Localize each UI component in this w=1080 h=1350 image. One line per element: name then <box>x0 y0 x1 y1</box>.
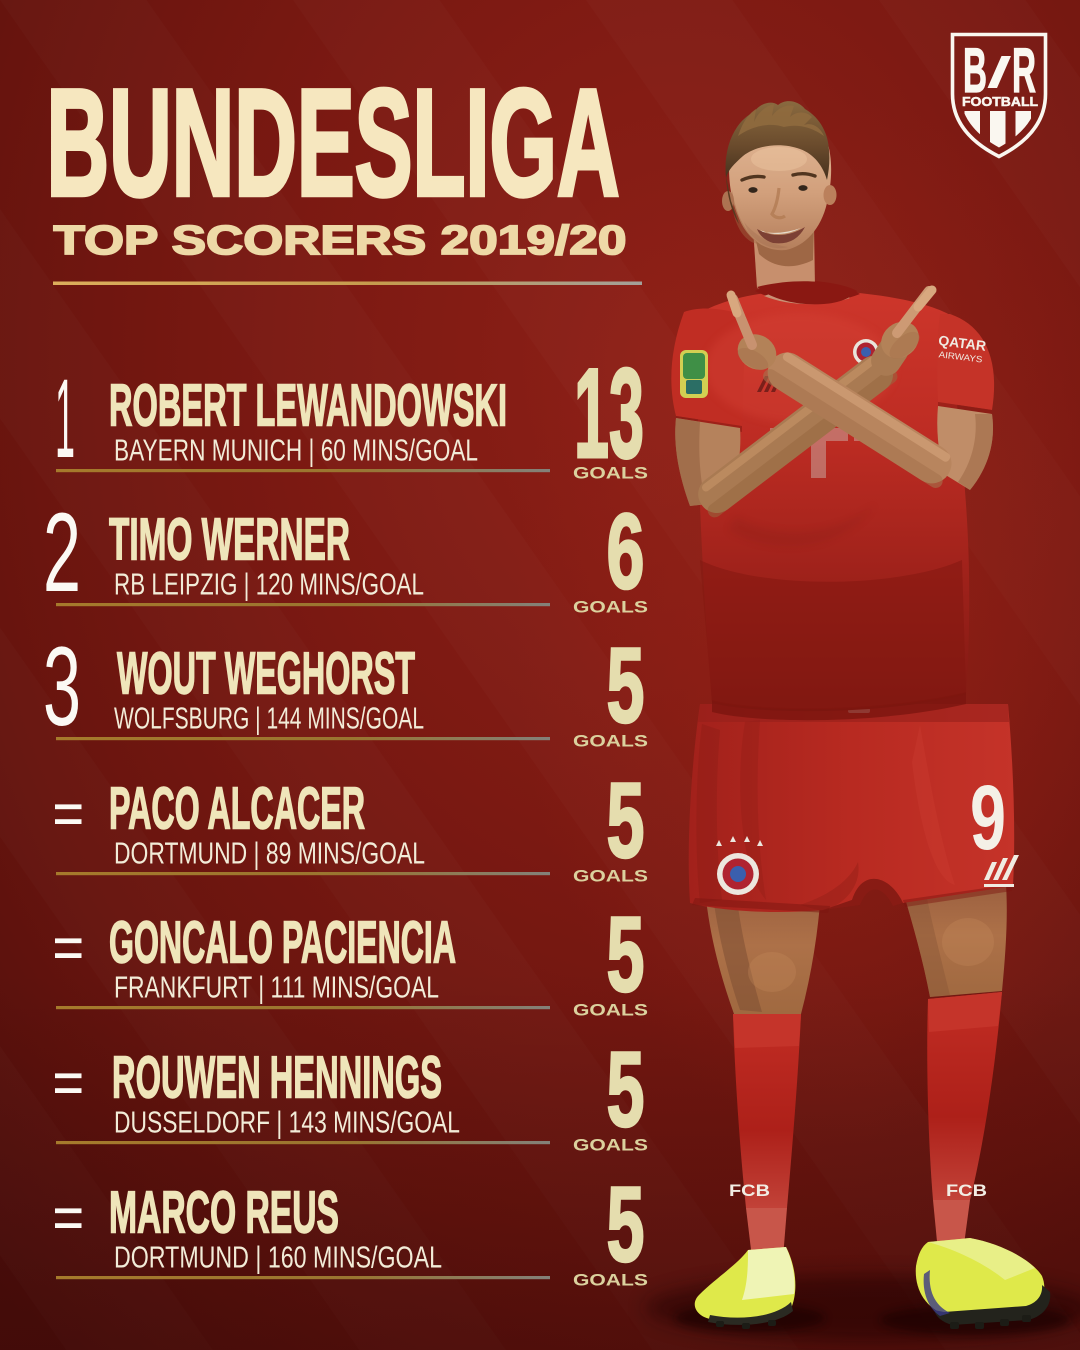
svg-text:3: 3 <box>43 624 81 749</box>
svg-text:5: 5 <box>607 894 645 1014</box>
svg-text:FCB: FCB <box>729 1181 770 1200</box>
svg-text:6: 6 <box>607 491 645 611</box>
svg-text:DUSSELDORF | 143 MINS/GOAL: DUSSELDORF | 143 MINS/GOAL <box>114 1105 460 1140</box>
svg-text:GOALS: GOALS <box>573 464 648 483</box>
svg-text:5: 5 <box>607 1029 645 1149</box>
svg-text:GOALS: GOALS <box>573 1136 648 1155</box>
svg-text:GONCALO PACIENCIA: GONCALO PACIENCIA <box>109 909 456 975</box>
svg-text:R: R <box>1012 36 1036 106</box>
svg-text:DORTMUND | 160 MINS/GOAL: DORTMUND | 160 MINS/GOAL <box>114 1240 442 1275</box>
svg-text:FCB: FCB <box>946 1181 987 1200</box>
svg-text:FRANKFURT | 111 MINS/GOAL: FRANKFURT | 111 MINS/GOAL <box>114 970 439 1005</box>
svg-text:GOALS: GOALS <box>573 1271 648 1290</box>
svg-text:BAYERN MUNICH | 60 MINS/GOAL: BAYERN MUNICH | 60 MINS/GOAL <box>114 433 478 468</box>
svg-text:MARCO REUS: MARCO REUS <box>109 1179 339 1245</box>
svg-text:ROBERT LEWANDOWSKI: ROBERT LEWANDOWSKI <box>109 372 507 438</box>
svg-text:RB LEIPZIG | 120 MINS/GOAL: RB LEIPZIG | 120 MINS/GOAL <box>114 567 424 602</box>
svg-text:PACO ALCACER: PACO ALCACER <box>109 775 365 841</box>
svg-text:TIMO WERNER: TIMO WERNER <box>109 506 350 572</box>
svg-text:FOOTBALL: FOOTBALL <box>962 95 1038 109</box>
svg-text:GOALS: GOALS <box>573 867 648 886</box>
svg-text:BUNDESLIGA: BUNDESLIGA <box>47 58 620 228</box>
svg-text:5: 5 <box>607 625 645 745</box>
svg-text:5: 5 <box>607 1164 645 1284</box>
svg-text:GOALS: GOALS <box>573 1001 648 1020</box>
svg-text:GOALS: GOALS <box>573 732 648 751</box>
svg-text:1: 1 <box>55 356 75 481</box>
svg-text:2: 2 <box>43 490 81 615</box>
svg-text:GOALS: GOALS <box>573 598 648 617</box>
svg-text:ROUWEN HENNINGS: ROUWEN HENNINGS <box>112 1044 442 1110</box>
svg-text:DORTMUND | 89 MINS/GOAL: DORTMUND | 89 MINS/GOAL <box>114 836 425 871</box>
svg-text:QATAR: QATAR <box>937 332 987 354</box>
svg-text:TOP SCORERS 2019/20: TOP SCORERS 2019/20 <box>54 217 627 263</box>
svg-text:9: 9 <box>970 767 1006 869</box>
svg-text:13: 13 <box>574 342 644 484</box>
svg-text:B: B <box>963 36 987 106</box>
svg-text:WOLFSBURG | 144 MINS/GOAL: WOLFSBURG | 144 MINS/GOAL <box>114 701 424 736</box>
svg-text:WOUT WEGHORST: WOUT WEGHORST <box>117 640 415 706</box>
svg-text:5: 5 <box>607 760 645 880</box>
